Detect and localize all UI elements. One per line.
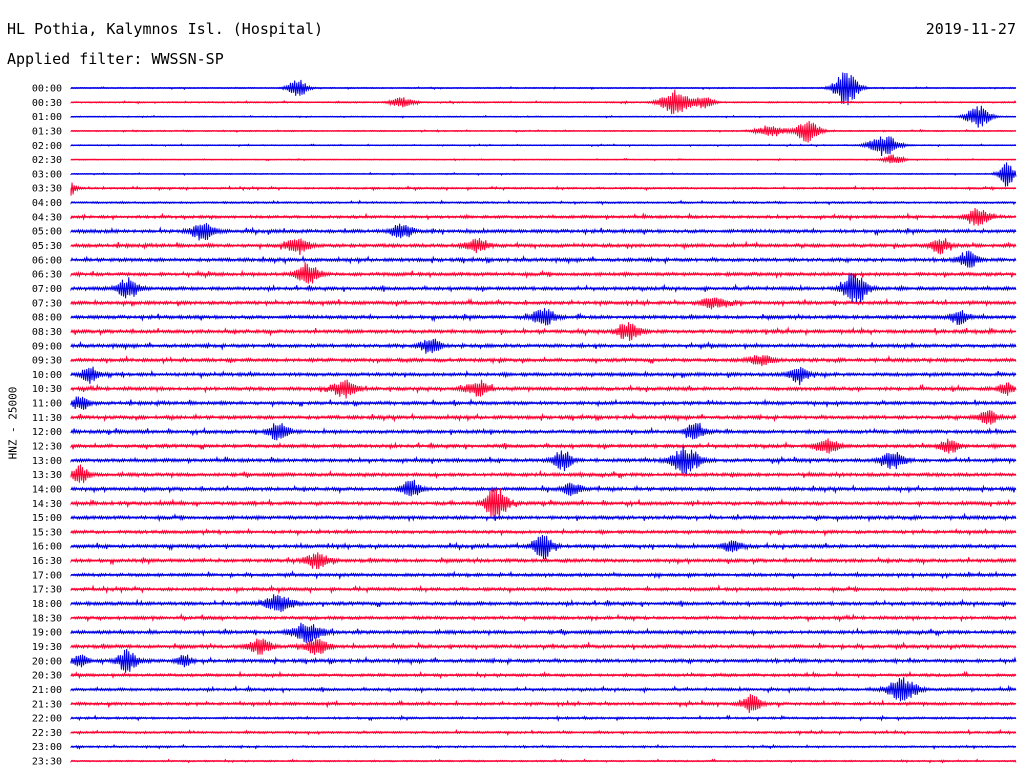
time-tick-label: 04:30 (32, 212, 62, 223)
trace-line-0730 (70, 297, 1017, 310)
trace-line-0000 (70, 72, 1017, 106)
time-tick-label: 15:30 (32, 527, 62, 538)
time-tick-label: 17:00 (32, 570, 62, 581)
time-tick-label: 19:00 (32, 628, 62, 639)
trace-line-1400 (70, 479, 1017, 497)
time-tick-label: 14:00 (32, 484, 62, 495)
trace-line-0530 (70, 237, 1017, 256)
station-title: HL Pothia, Kalymnos Isl. (Hospital) (7, 20, 324, 38)
time-tick-label: 07:30 (32, 298, 62, 309)
trace-line-1000 (70, 366, 1017, 386)
time-tick-label: 14:30 (32, 499, 62, 510)
time-tick-label: 22:00 (32, 714, 62, 725)
time-tick-label: 18:00 (32, 599, 62, 610)
time-tick-label: 11:00 (32, 399, 62, 410)
time-tick-label: 21:30 (32, 699, 62, 710)
time-tick-label: 00:30 (32, 98, 62, 109)
time-tick-label: 09:00 (32, 341, 62, 352)
trace-line-1330 (70, 464, 1017, 484)
time-tick-label: 17:30 (32, 585, 62, 596)
time-tick-label: 15:00 (32, 513, 62, 524)
trace-line-0330 (70, 182, 1017, 196)
time-tick-label: 11:30 (32, 413, 62, 424)
time-tick-label: 13:30 (32, 470, 62, 481)
time-tick-label: 23:00 (32, 742, 62, 753)
time-tick-label: 02:30 (32, 155, 62, 166)
date-label: 2019-11-27 (925, 20, 1016, 38)
time-tick-label: 12:00 (32, 427, 62, 438)
time-tick-label: 05:30 (32, 241, 62, 252)
time-tick-label: 09:30 (32, 356, 62, 367)
time-tick-label: 16:30 (32, 556, 62, 567)
time-tick-label: 05:00 (32, 227, 62, 238)
time-tick-label: 08:30 (32, 327, 62, 338)
time-tick-label: 07:00 (32, 284, 62, 295)
time-tick-label: 08:00 (32, 313, 62, 324)
time-tick-label: 01:30 (32, 126, 62, 137)
time-tick-label: 06:00 (32, 255, 62, 266)
time-tick-label: 12:30 (32, 442, 62, 453)
time-tick-label: 10:00 (32, 370, 62, 381)
time-tick-label: 13:00 (32, 456, 62, 467)
time-tick-label: 04:00 (32, 198, 62, 209)
trace-line-0230 (70, 154, 1017, 164)
trace-line-1600 (70, 534, 1017, 560)
time-tick-label: 22:30 (32, 728, 62, 739)
time-tick-label: 10:30 (32, 384, 62, 395)
time-tick-label: 19:30 (32, 642, 62, 653)
trace-line-1900 (70, 622, 1017, 644)
time-tick-label: 23:30 (32, 757, 62, 768)
time-tick-label: 03:30 (32, 184, 62, 195)
time-tick-label: 01:00 (32, 112, 62, 123)
filter-label: Applied filter: WWSSN-SP (7, 50, 224, 68)
time-tick-label: 16:00 (32, 542, 62, 553)
trace-line-1430 (70, 488, 1017, 520)
time-tick-label: 20:00 (32, 656, 62, 667)
trace-line-1130 (70, 410, 1017, 425)
time-tick-label: 00:00 (32, 84, 62, 95)
time-tick-label: 20:30 (32, 671, 62, 682)
time-tick-label: 06:30 (32, 270, 62, 281)
trace-line-0630 (70, 262, 1017, 284)
time-tick-label: 02:00 (32, 141, 62, 152)
time-tick-label: 03:00 (32, 169, 62, 180)
time-tick-label: 18:30 (32, 613, 62, 624)
trace-line-0200 (70, 136, 1017, 156)
time-tick-label: 21:00 (32, 685, 62, 696)
